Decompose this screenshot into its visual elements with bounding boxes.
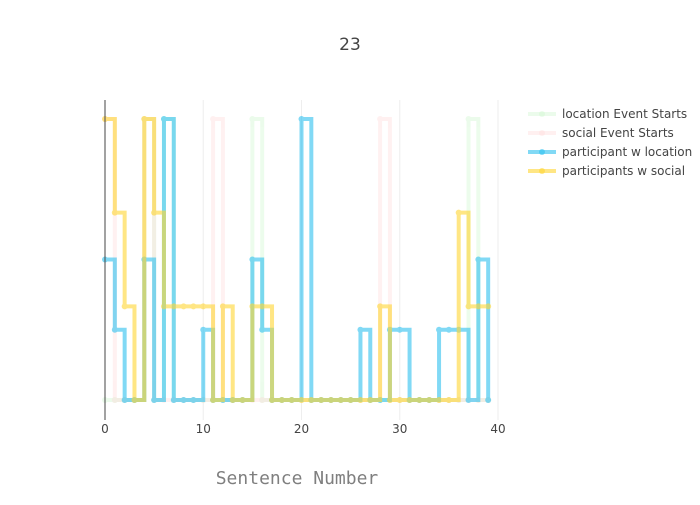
- data-point: [121, 303, 128, 310]
- data-point: [318, 397, 325, 403]
- data-point: [111, 397, 118, 403]
- data-point: [396, 397, 403, 403]
- data-point: [436, 326, 443, 333]
- data-point: [455, 209, 462, 216]
- data-point: [465, 303, 472, 310]
- data-point: [180, 397, 187, 403]
- data-point: [121, 397, 128, 403]
- data-point: [367, 397, 374, 403]
- data-point: [141, 116, 148, 122]
- data-point: [151, 209, 158, 216]
- data-point: [160, 303, 167, 310]
- data-point: [160, 116, 167, 122]
- data-point: [190, 397, 197, 403]
- data-point: [200, 303, 207, 310]
- data-point: [386, 397, 393, 403]
- data-point: [229, 397, 236, 403]
- x-tick-label: 30: [392, 422, 407, 436]
- data-point: [180, 303, 187, 310]
- data-point: [347, 397, 354, 403]
- data-point: [475, 256, 482, 263]
- legend[interactable]: location Event Starts social Event Starts…: [528, 107, 692, 178]
- series-3: [102, 116, 492, 403]
- legend-item-1[interactable]: social Event Starts: [528, 126, 674, 140]
- data-point: [259, 326, 266, 333]
- data-point: [337, 397, 344, 403]
- data-point: [249, 116, 256, 122]
- data-point: [465, 116, 472, 122]
- data-point: [210, 116, 217, 122]
- data-point: [269, 397, 276, 403]
- legend-label: participant w location: [562, 145, 692, 159]
- series-0: [102, 116, 492, 403]
- data-point: [396, 326, 403, 333]
- data-point: [249, 256, 256, 263]
- data-point: [111, 326, 118, 333]
- data-point: [200, 326, 207, 333]
- data-point: [357, 397, 364, 403]
- data-point: [298, 116, 305, 122]
- data-point: [259, 303, 266, 310]
- data-point: [239, 397, 246, 403]
- data-point: [357, 326, 364, 333]
- data-point: [406, 397, 413, 403]
- data-point: [308, 397, 315, 403]
- data-point: [170, 397, 177, 403]
- data-point: [445, 326, 452, 333]
- data-point: [465, 397, 472, 403]
- chart-title: 23: [339, 35, 361, 55]
- data-point: [259, 397, 266, 403]
- data-point: [436, 397, 443, 403]
- data-point: [111, 397, 118, 403]
- data-point: [249, 303, 256, 310]
- data-point: [190, 303, 197, 310]
- data-point: [111, 209, 118, 216]
- series-layer: [102, 116, 492, 403]
- legend-label: participants w social: [562, 164, 685, 178]
- series-1: [102, 116, 492, 403]
- legend-swatch-marker: [539, 111, 545, 117]
- data-point: [151, 397, 158, 403]
- data-point: [426, 397, 433, 403]
- x-axis: 0 10 20 30 40: [101, 100, 506, 436]
- legend-label: social Event Starts: [562, 126, 674, 140]
- legend-label: location Event Starts: [562, 107, 687, 121]
- x-tick-label: 0: [101, 422, 109, 436]
- grid-lines: [202, 100, 499, 420]
- legend-swatch-marker: [539, 149, 545, 155]
- series-2: [102, 116, 492, 403]
- x-tick-label: 10: [196, 422, 211, 436]
- data-point: [416, 397, 423, 403]
- legend-item-0[interactable]: location Event Starts: [528, 107, 687, 121]
- data-point: [445, 397, 452, 403]
- data-point: [485, 397, 492, 403]
- data-point: [327, 397, 334, 403]
- data-point: [170, 303, 177, 310]
- legend-item-3[interactable]: participants w social: [528, 164, 685, 178]
- data-point: [485, 303, 492, 310]
- legend-swatch-marker: [539, 168, 545, 174]
- data-point: [377, 303, 384, 310]
- data-point: [298, 397, 305, 403]
- data-point: [259, 397, 266, 403]
- data-point: [219, 303, 226, 310]
- legend-item-2[interactable]: participant w location: [528, 145, 692, 159]
- data-point: [210, 397, 217, 403]
- data-point: [475, 303, 482, 310]
- data-point: [278, 397, 285, 403]
- data-point: [288, 397, 295, 403]
- x-axis-title: Sentence Number: [216, 468, 379, 489]
- x-tick-label: 20: [294, 422, 309, 436]
- data-point: [131, 397, 138, 403]
- x-tick-label: 40: [490, 422, 505, 436]
- legend-swatch-marker: [539, 130, 545, 136]
- data-point: [377, 116, 384, 122]
